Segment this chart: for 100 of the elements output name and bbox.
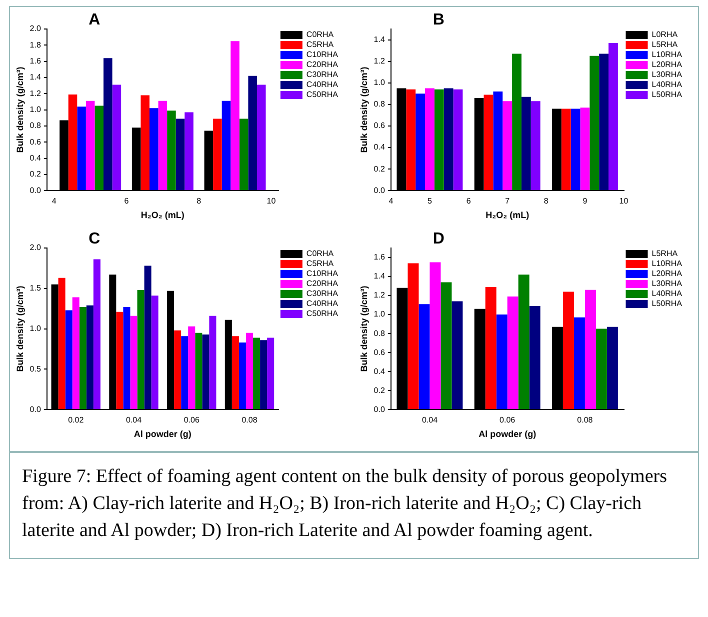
- bar: [174, 330, 182, 410]
- x-tick-label: 9: [582, 196, 588, 206]
- bar: [452, 301, 463, 410]
- x-tick-label: 8: [196, 196, 202, 206]
- x-tick-label: 5: [428, 196, 432, 206]
- x-tick-label: 7: [505, 196, 510, 206]
- bar: [202, 334, 210, 410]
- legend-label: L5RHA: [652, 249, 678, 258]
- y-tick-label: 0.8: [374, 328, 386, 338]
- bar: [440, 282, 452, 410]
- bar: [158, 100, 168, 190]
- bar: [230, 41, 240, 190]
- y-tick-label: 0.6: [30, 137, 42, 146]
- x-tick-label: 10: [619, 196, 629, 206]
- chart-title: D: [432, 230, 444, 248]
- bar: [137, 290, 144, 410]
- bar: [444, 88, 454, 190]
- bar: [562, 292, 574, 410]
- bar: [248, 76, 257, 190]
- bar: [188, 326, 196, 410]
- bar: [596, 328, 607, 410]
- bar: [72, 297, 80, 410]
- bar: [184, 112, 194, 190]
- bar: [65, 310, 72, 410]
- caption: Figure 7: Effect of foaming agent content on the bulk density of porous geopolymers from: A) Clay-rich laterite and H₂O₂; B) Iron-rich laterite and H₂O₂; C) Clay-rich laterite and Al powder; D) Iron-rich Laterite and Al powder foaming agent.: [22, 465, 668, 543]
- x-tick-label: 4: [52, 196, 57, 206]
- y-tick-label: 0.0: [30, 186, 42, 195]
- y-tick-label: 1.6: [30, 56, 42, 66]
- y-tick-label: 0.8: [374, 100, 386, 109]
- bar: [430, 262, 441, 410]
- legend-label: C40RHA: [306, 80, 339, 90]
- bar: [416, 94, 426, 190]
- legend-label: C30RHA: [306, 70, 339, 80]
- bar: [93, 259, 100, 410]
- x-tick-label: 0.04: [422, 416, 438, 425]
- legend-label: C20RHA: [306, 279, 339, 288]
- bar: [574, 317, 585, 410]
- legend-label: L20RHA: [652, 60, 683, 70]
- legend-label: L40RHA: [652, 289, 683, 298]
- bar: [529, 306, 540, 410]
- legend-label: L0RHA: [652, 30, 678, 40]
- x-tick-label: 0.04: [126, 416, 142, 425]
- bar: [253, 338, 260, 410]
- legend-label: L30RHA: [652, 70, 683, 80]
- bar: [86, 305, 94, 410]
- y-tick-label: 0.4: [374, 366, 386, 376]
- y-axis-title: Bulk density (g/cm³): [14, 66, 25, 153]
- bar: [406, 89, 416, 190]
- x-tick-label: 8: [544, 196, 549, 206]
- legend-label: L50RHA: [652, 90, 683, 100]
- bar: [425, 88, 434, 190]
- y-tick-label: 2.0: [30, 24, 42, 34]
- y-axis-title: Bulk density (g/cm³): [358, 286, 369, 372]
- x-tick-label: 0.08: [577, 416, 594, 425]
- bar: [608, 43, 618, 190]
- bar: [590, 56, 600, 190]
- y-tick-label: 0.0: [374, 404, 386, 414]
- bar: [496, 314, 508, 410]
- y-tick-label: 0.4: [374, 142, 386, 152]
- bar: [58, 278, 66, 410]
- legend-label: C20RHA: [306, 60, 339, 70]
- chart-title: B: [432, 11, 444, 28]
- y-tick-label: 1.2: [374, 56, 386, 66]
- y-tick-label: 0.2: [30, 170, 42, 179]
- y-tick-label: 1.4: [374, 272, 386, 281]
- bar: [150, 108, 158, 190]
- x-tick-label: 6: [466, 196, 472, 206]
- y-tick-label: 1.0: [30, 324, 42, 334]
- bar: [209, 316, 216, 410]
- bar: [493, 91, 503, 190]
- y-tick-label: 1.0: [374, 78, 386, 88]
- legend-label: C10RHA: [306, 269, 339, 278]
- bar: [485, 286, 496, 410]
- legend-label: C10RHA: [306, 50, 339, 60]
- bar: [260, 340, 268, 410]
- legend-label: L50RHA: [652, 299, 683, 308]
- bar: [116, 312, 124, 410]
- legend-label: C40RHA: [306, 299, 339, 308]
- y-tick-label: 0.6: [374, 121, 386, 130]
- bar: [181, 336, 188, 410]
- legend-label: C5RHA: [306, 40, 334, 50]
- legend-label: L20RHA: [652, 269, 683, 278]
- y-tick-label: 1.0: [374, 310, 386, 319]
- legend-label: C50RHA: [306, 309, 339, 318]
- bar: [195, 332, 202, 410]
- y-tick-label: 0.4: [30, 153, 42, 162]
- x-axis-title: Al powder (g): [478, 429, 536, 440]
- bar: [512, 54, 522, 190]
- x-tick-label: 4: [388, 196, 394, 206]
- y-axis-title: Bulk density (g/cm³): [14, 286, 25, 372]
- bar: [418, 304, 430, 410]
- x-axis-title: H₂O₂ (mL): [140, 210, 184, 220]
- x-tick-label: 10: [266, 196, 276, 206]
- bar: [246, 332, 254, 410]
- legend-label: L40RHA: [652, 80, 683, 90]
- y-tick-label: 0.8: [30, 121, 42, 130]
- y-tick-label: 0.2: [374, 386, 386, 395]
- y-tick-label: 1.4: [374, 34, 386, 44]
- x-axis-title: H₂O₂ (mL): [486, 210, 530, 220]
- bar: [94, 106, 104, 190]
